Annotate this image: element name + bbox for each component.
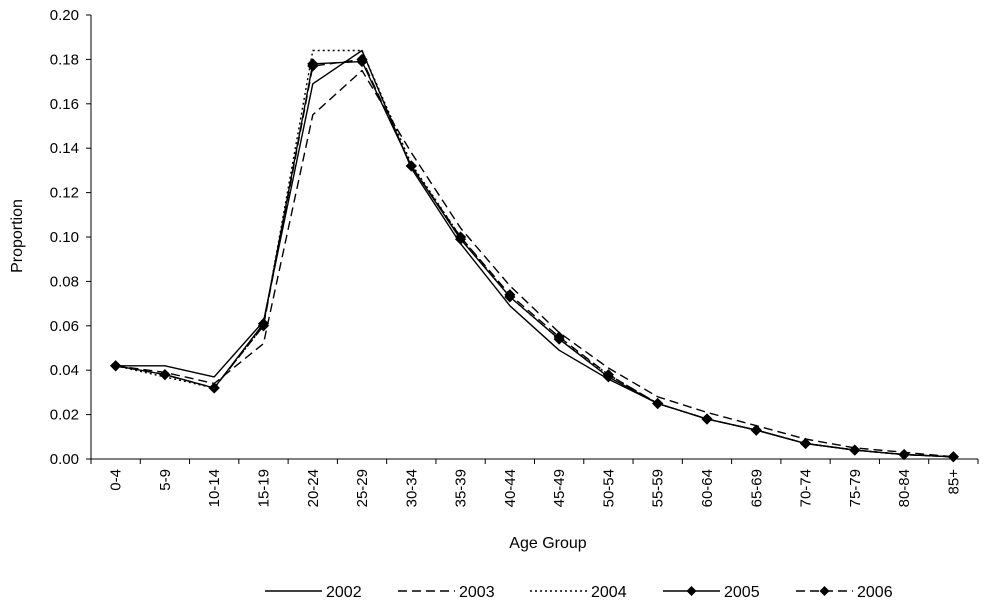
x-tick-label: 0-4 <box>108 469 125 491</box>
legend-marker <box>686 586 697 596</box>
y-tick-label: 0.18 <box>50 51 79 68</box>
data-point <box>356 53 368 65</box>
x-tick-label: 30-34 <box>403 469 420 507</box>
data-point <box>504 289 516 301</box>
legend-item-2002: 2002 <box>265 584 362 601</box>
legend-item-2006: 2006 <box>796 584 893 601</box>
legend-item-2005: 2005 <box>663 584 760 601</box>
data-point <box>307 60 319 72</box>
x-tick-label: 85+ <box>945 469 962 495</box>
x-tick-label: 45-49 <box>551 469 568 507</box>
legend-label: 2004 <box>591 584 627 601</box>
x-tick-label: 25-29 <box>354 469 371 507</box>
y-tick-label: 0.00 <box>50 451 79 468</box>
x-tick-label: 10-14 <box>206 469 223 507</box>
x-tick-label: 35-39 <box>453 469 470 507</box>
data-point <box>455 231 467 243</box>
data-point <box>849 444 861 456</box>
data-point <box>750 424 762 436</box>
data-point <box>652 397 664 410</box>
series-2005 <box>110 56 959 463</box>
y-tick-label: 0.12 <box>50 185 79 202</box>
data-point <box>159 369 171 381</box>
legend-item-2003: 2003 <box>398 584 495 601</box>
data-point <box>799 437 812 450</box>
series-layer <box>110 49 959 463</box>
data-point <box>602 369 614 381</box>
series-2006 <box>110 53 959 463</box>
data-point <box>898 448 910 461</box>
x-tick-label: 20-24 <box>305 469 322 507</box>
data-point <box>208 382 220 394</box>
legend-label: 2006 <box>857 584 893 601</box>
legend: 2002 2003 2004 2005 2006 <box>265 584 893 601</box>
series-2003 <box>115 69 954 458</box>
legend-label: 2005 <box>724 584 760 601</box>
data-point <box>405 160 417 172</box>
axes: 0.00 0.02 0.04 0.06 0.08 0.10 0.12 0.14 0.16 0.18… <box>50 7 979 507</box>
data-point <box>701 413 713 425</box>
y-tick-label: 0.08 <box>50 273 79 290</box>
legend-label: 2003 <box>459 584 495 601</box>
y-tick-label: 0.20 <box>50 7 79 24</box>
legend-marker <box>819 586 830 596</box>
series-2002 <box>115 49 954 458</box>
x-tick-label: 70-74 <box>798 469 815 507</box>
legend-label: 2002 <box>326 584 362 601</box>
x-tick-label: 55-59 <box>650 469 667 507</box>
x-tick-label: 50-54 <box>600 469 617 507</box>
x-axis-title: Age Group <box>509 535 586 552</box>
y-axis-title: Proportion <box>9 199 26 273</box>
data-point <box>947 451 959 463</box>
series-line-2002 <box>115 49 954 458</box>
series-2004 <box>115 49 954 458</box>
series-line-2005 <box>115 60 954 458</box>
series-line-2004 <box>115 49 954 458</box>
x-tick-label: 75-79 <box>847 469 864 507</box>
y-tick-label: 0.06 <box>50 318 79 335</box>
data-point <box>257 320 270 332</box>
data-point <box>110 360 122 372</box>
x-tick-label: 40-44 <box>502 469 519 507</box>
y-tick-label: 0.10 <box>50 229 79 246</box>
x-tick-label: 5-9 <box>157 469 174 491</box>
y-tick-label: 0.16 <box>50 96 79 113</box>
y-tick-label: 0.02 <box>50 407 79 424</box>
x-tick-label: 65-69 <box>748 469 765 507</box>
series-line-2006 <box>115 58 954 458</box>
x-tick-label: 15-19 <box>255 469 272 507</box>
series-line-2003 <box>115 69 954 458</box>
x-tick-label: 60-64 <box>699 469 716 507</box>
y-tick-label: 0.14 <box>50 140 79 157</box>
data-point <box>553 331 565 343</box>
y-tick-label: 0.04 <box>50 362 79 379</box>
legend-item-2004: 2004 <box>530 584 627 601</box>
x-tick-label: 80-84 <box>896 469 913 507</box>
